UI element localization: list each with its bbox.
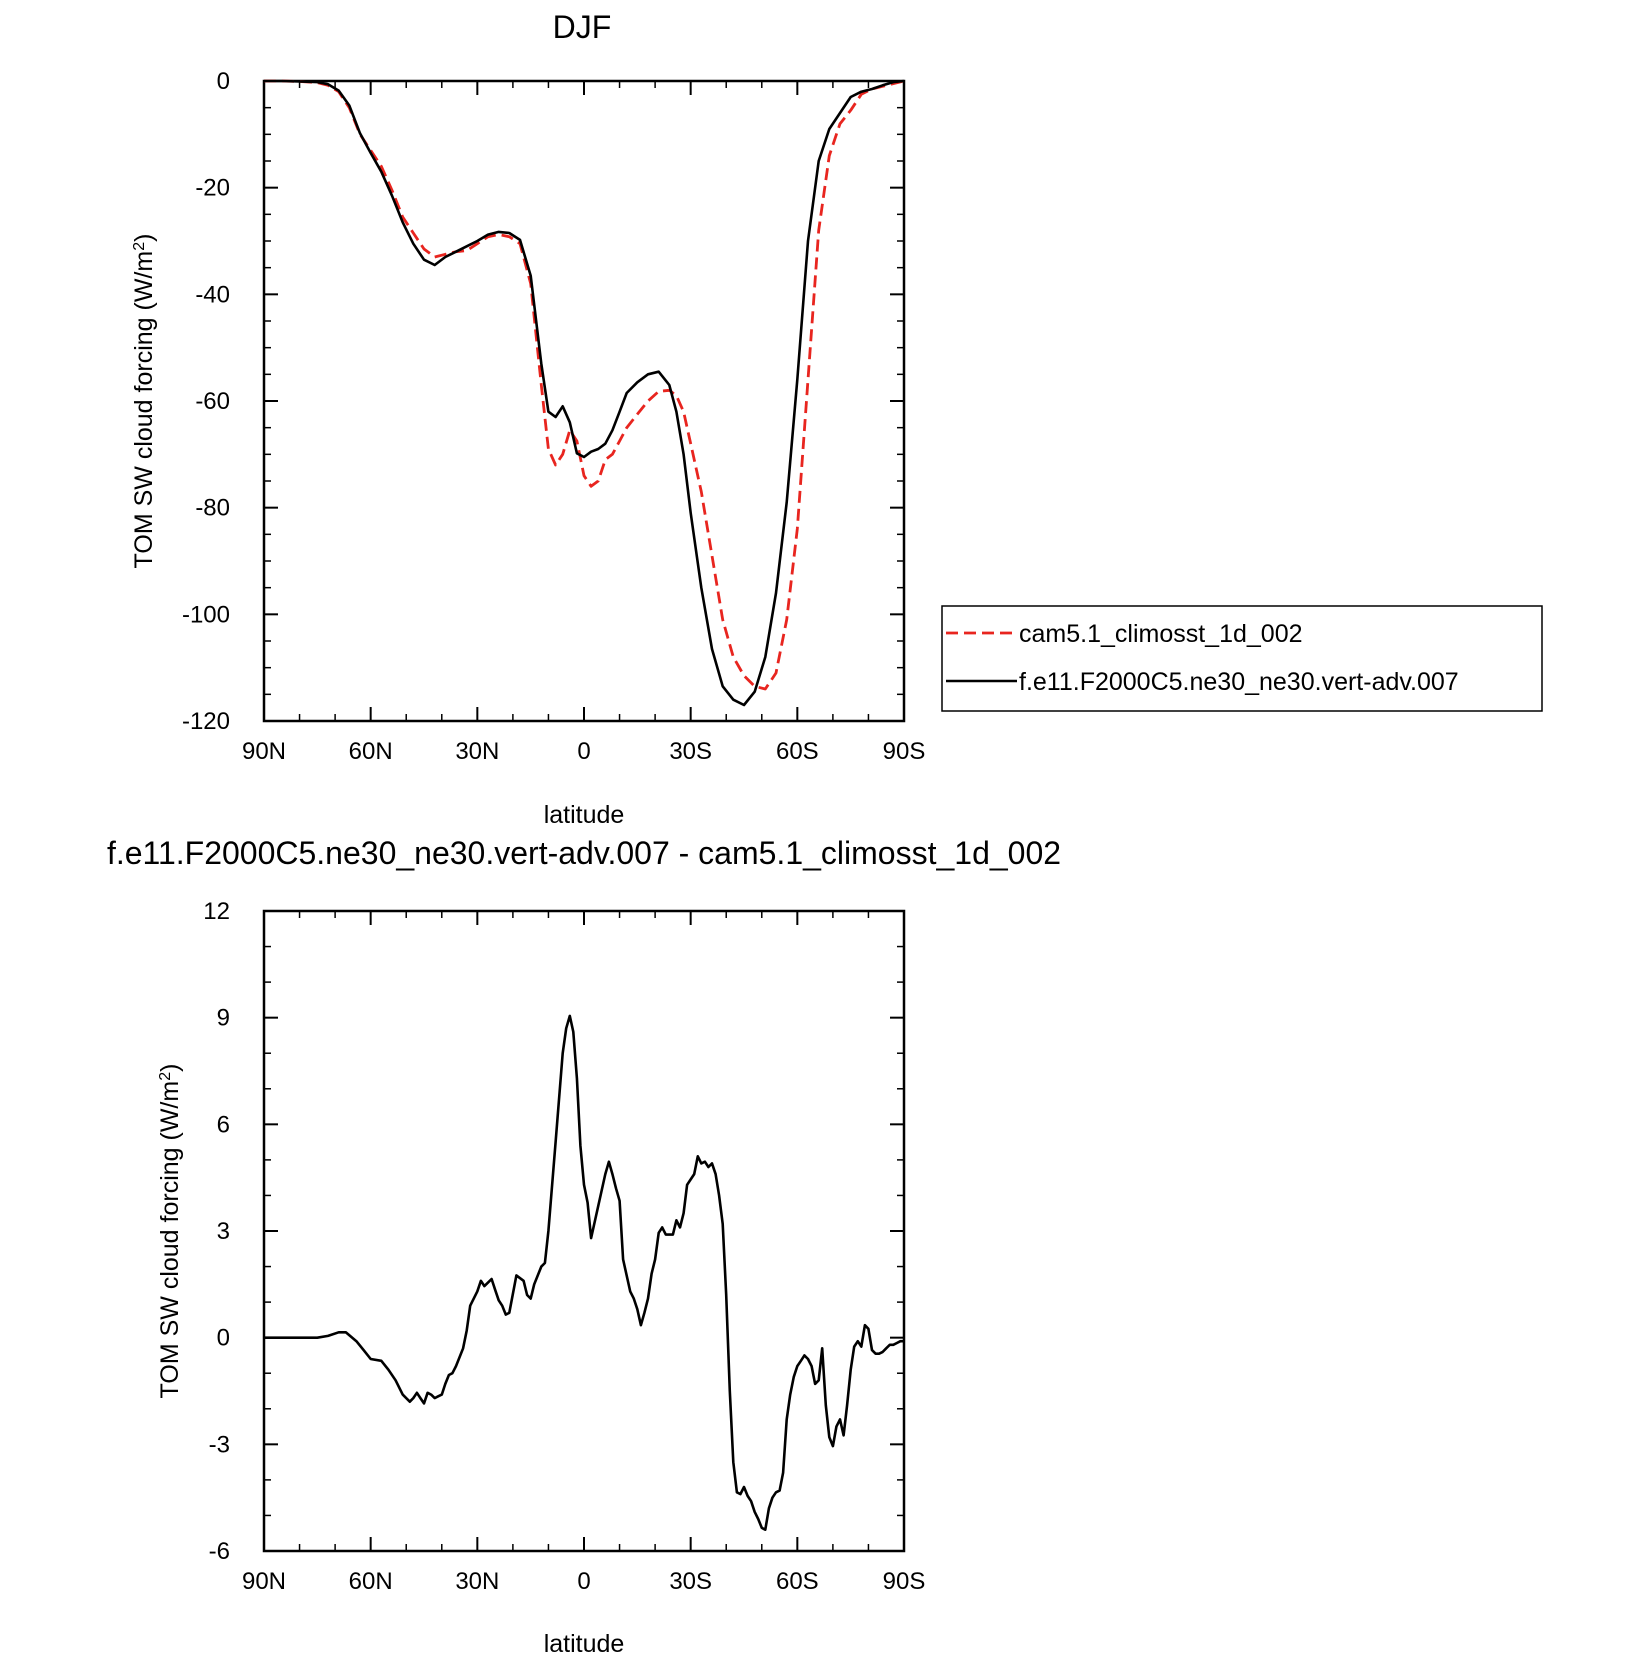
series-line-0 [264,79,905,691]
legend-label-vert-adv: f.e11.F2000C5.ne30_ne30.vert-adv.007 [1019,668,1459,696]
y-axis-label-text: TOM SW cloud forcing (W/m [130,251,158,569]
series-line-0 [264,1014,904,1531]
x-axis-label: latitude [544,1630,625,1658]
y-axis-label-superscript: 2 [157,1072,174,1081]
series-lines [264,79,905,707]
y-tick-label: -100 [182,601,230,628]
axis-ticks [263,80,905,722]
y-tick-label: -80 [195,495,230,522]
y-tick-label: 0 [217,1325,230,1352]
x-tick-label: 30S [669,1568,712,1595]
y-tick-label: -60 [195,388,230,415]
y-axis-label-text: TOM SW cloud forcing (W/m [156,1081,184,1399]
y-tick-label: 3 [217,1218,230,1245]
y-tick-label: 6 [217,1111,230,1138]
x-tick-label: 30N [455,738,499,765]
difference-chart: f.e11.F2000C5.ne30_ne30.vert-adv.007 - c… [107,835,1061,1658]
y-axis-label: TOM SW cloud forcing (W/m2) [130,234,158,569]
legend-label-cam5: cam5.1_climosst_1d_002 [1019,620,1303,648]
y-tick-label: -120 [182,708,230,735]
x-tick-label: 90S [883,738,926,765]
x-tick-label: 60N [349,738,393,765]
x-tick-label: 0 [577,738,590,765]
y-tick-label: -3 [209,1431,230,1458]
x-tick-label: 30N [455,1568,499,1595]
series-line-1 [264,79,905,707]
x-tick-label: 60S [776,1568,819,1595]
y-tick-label: 12 [203,898,230,925]
plot-frame [262,909,906,1553]
x-tick-label: 90S [883,1568,926,1595]
x-tick-label: 90N [242,738,286,765]
plot-frame [262,79,906,723]
x-tick-label: 0 [577,1568,590,1595]
y-axis-label: TOM SW cloud forcing (W/m2) [156,1064,184,1399]
y-axis-label-close: ) [130,234,158,242]
x-tick-labels: 90N 60N 30N 0 30S 60S 90S [242,738,925,765]
x-tick-label: 60S [776,738,819,765]
x-tick-label: 60N [349,1568,393,1595]
zonal-mean-chart: DJF 90N 60N 30N 0 30S 60S 90S 0 -20 -40 -60 -80 -10… [130,9,1543,829]
y-axis-label-superscript: 2 [131,242,148,251]
chart-title: f.e11.F2000C5.ne30_ne30.vert-adv.007 - c… [107,835,1061,871]
y-tick-label: -40 [195,281,230,308]
series-lines [264,1014,904,1531]
legend: cam5.1_climosst_1d_002 f.e11.F2000C5.ne3… [941,605,1543,712]
x-tick-label: 30S [669,738,712,765]
y-tick-label: -6 [209,1538,230,1565]
y-axis-label-close: ) [156,1064,184,1072]
x-tick-labels: 90N 60N 30N 0 30S 60S 90S [242,1568,925,1595]
y-tick-label: 9 [217,1005,230,1032]
y-tick-label: -20 [195,175,230,202]
x-axis-label: latitude [544,801,625,829]
chart-title: DJF [553,9,612,45]
y-tick-labels: 12 9 6 3 0 -3 -6 [203,898,230,1565]
x-tick-label: 90N [242,1568,286,1595]
axis-ticks [263,910,905,1552]
y-tick-label: 0 [217,68,230,95]
y-tick-labels: 0 -20 -40 -60 -80 -100 -120 [182,68,230,735]
legend-box [941,605,1543,712]
